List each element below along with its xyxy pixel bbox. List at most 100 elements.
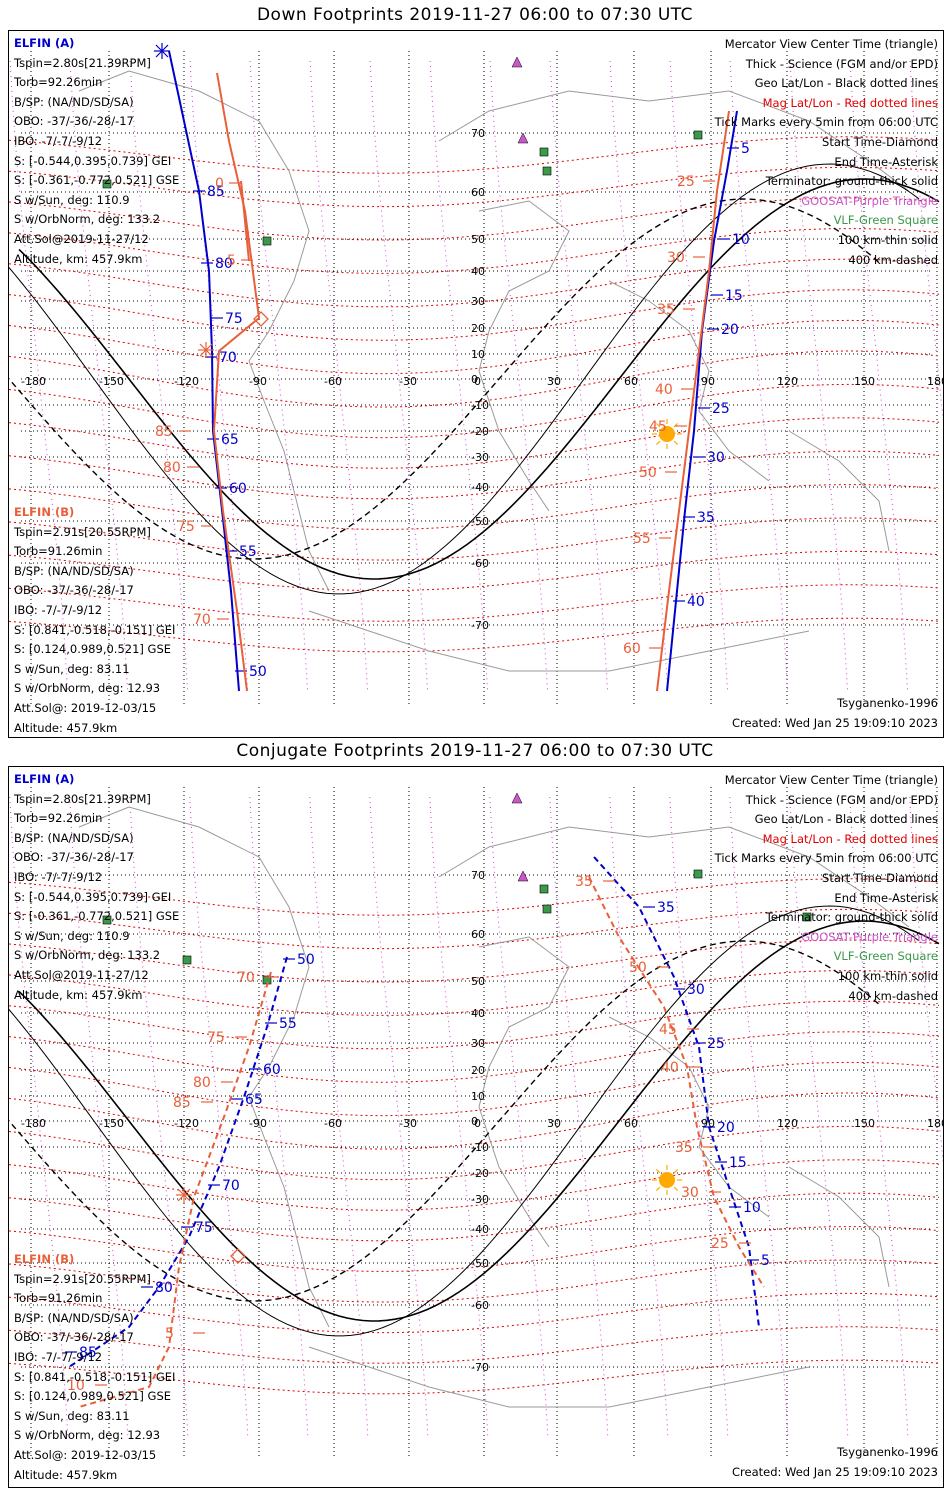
probe-a-track-east-time-label: 35 [697,510,715,526]
probe-b-line: S w/OrbNorm, deg: 12.93 [14,1428,161,1443]
longitude-tick-label: 90 [701,375,715,388]
probe-a-track-time-label: 85 [207,184,225,200]
latitude-tick-label: 20 [471,322,485,335]
down-footprints-map: -180-150-120-90-60-300306090120150180706… [9,43,943,707]
probe-a-conj-track-east-time-label: 10 [743,1200,761,1216]
probe-a-track [168,50,240,692]
legend-item: Terminator: ground-thick solid [765,910,938,925]
mag-meridian [549,60,609,692]
mag-latitude-line [9,1226,940,1272]
sun-ray [673,422,679,428]
mag-latitude-line [9,136,940,174]
probe-a-conj-track-time-label: 85 [79,1345,97,1361]
probe-b-conj-track-east-time-label: 25 [711,1236,729,1252]
probe-b-line: Att.Sol@: 2019-12-03/15 [14,1447,157,1462]
mag-meridian [609,60,669,692]
legend-item: Mag Lat/Lon - Red dotted lines [762,95,938,110]
probe-b-track-start [240,180,250,262]
probe-a-line: IBO: -7/-7/-9/12 [14,869,103,884]
probe-a-track-time-label: 55 [239,544,257,560]
end-asterisk [177,1188,191,1202]
longitude-tick-label: -90 [249,375,267,388]
latitude-tick-label: -20 [471,425,489,438]
probe-a-line: OBO: -37/-36/-28/-17 [14,850,134,865]
mag-latitude-line [9,228,940,274]
latitude-tick-label: -50 [471,515,489,528]
latitude-tick-label: 10 [471,1090,485,1103]
vlf-station-marker [102,915,112,925]
sun-ray [655,440,661,446]
probe-b-line: S w/Sun, deg: 83.11 [14,1408,130,1423]
coastline [308,1346,810,1408]
legend: Mercator View Center Time (triangle) Thi… [715,35,938,270]
longitude-tick-label: 180 [927,1117,943,1130]
latitude-tick-label: 40 [471,265,485,278]
mag-meridian [249,796,309,1438]
longitude-tick-label: -30 [399,375,417,388]
mag-meridian [309,60,369,692]
probe-b-track-east-time-label: 55 [633,531,651,547]
sun-ray [673,1186,679,1192]
probe-a-line: S: [-0.361,-0.772,0.521] GSE [14,173,180,188]
mag-meridian [429,60,489,692]
mag-meridian [849,796,909,1438]
longitude-tick-label: 30 [547,375,561,388]
coastline [78,806,310,1098]
legend-item: Tick Marks every 5min from 06:00 UTC [714,115,938,130]
legend-item: Start Time-Diamond [822,134,938,149]
probe-b-line: Altitude: 457.9km [14,1467,118,1482]
model-label: Tsyganenko-1996 [837,696,938,710]
mag-latitude-line [9,1031,940,1083]
probe-b-line: B/SP: (NA/ND/SD/SA) [14,563,134,578]
mag-latitude-line [9,584,940,622]
longitude-tick-label: 150 [854,1117,875,1130]
probe-b-conj-track-time-label: 10 [67,1378,85,1394]
longitude-tick-label: -30 [399,1117,417,1130]
start-diamond [253,311,269,327]
probe-b-track-east-time-label: 35 [657,302,675,318]
coastline [608,280,770,482]
coastline [248,360,330,592]
probe-a-track-east-time-label: 30 [707,450,725,466]
latitude-tick-label: -40 [471,481,489,494]
probe-b-track-east-time-label: 25 [677,174,695,190]
mag-meridian [129,796,189,1438]
probe-a-conj-track-east-time-label: 20 [717,1120,735,1136]
latitude-tick-label: 20 [471,1064,485,1077]
mag-meridian [369,796,429,1438]
sun-ray [655,422,661,428]
mag-meridian [789,60,849,692]
coastline [438,90,910,192]
probe-b-header: ELFIN (B) [14,505,75,519]
probe-b-line: Tspin=2.91s[20.55RPM] [14,524,151,539]
mag-meridian [909,60,943,423]
probe-b-track-east [656,110,730,692]
mag-latitude-line [9,1259,940,1303]
vlf-station-marker [693,869,703,879]
panel2-title: Conjugate Footprints 2019-11-27 06:00 to… [236,741,714,761]
latitude-tick-label: 0 [471,1115,478,1128]
probe-a-line: Altitude, km: 457.9km [14,987,143,1002]
latitude-tick-label: -40 [471,1223,489,1236]
longitude-tick-label: -60 [324,375,342,388]
probe-a-track-time-label: 65 [221,432,239,448]
mag-latitude-line [9,289,940,341]
probe-a-line: OBO: -37/-36/-28/-17 [14,114,134,129]
longitude-tick-label: -180 [21,375,46,388]
mag-latitude-line [9,1292,940,1334]
mag-latitude-line [9,878,940,916]
mag-latitude-line [9,908,940,950]
probe-b-line: S w/Sun, deg: 83.11 [14,661,130,676]
probe-a-header: ELFIN (A) [14,772,75,786]
probe-a-track-time-label: 80 [215,256,233,272]
longitude-tick-label: -120 [174,375,199,388]
coastline [308,610,810,672]
start-diamond [230,1248,246,1264]
probe-a-line: B/SP: (NA/ND/SD/SA) [14,830,134,845]
probe-a-line: Tspin=2.80s[21.39RPM] [14,791,151,806]
down-footprints-panel: -180-150-120-90-60-300306090120150180706… [8,30,944,738]
probe-b-conj-track-east-time-label: 35 [575,874,593,890]
legend-item: VLF-Green Square [833,213,938,228]
probe-b-line: S: [0.124,0.989,0.521] GSE [14,642,172,657]
probe-a-header: ELFIN (A) [14,36,75,50]
